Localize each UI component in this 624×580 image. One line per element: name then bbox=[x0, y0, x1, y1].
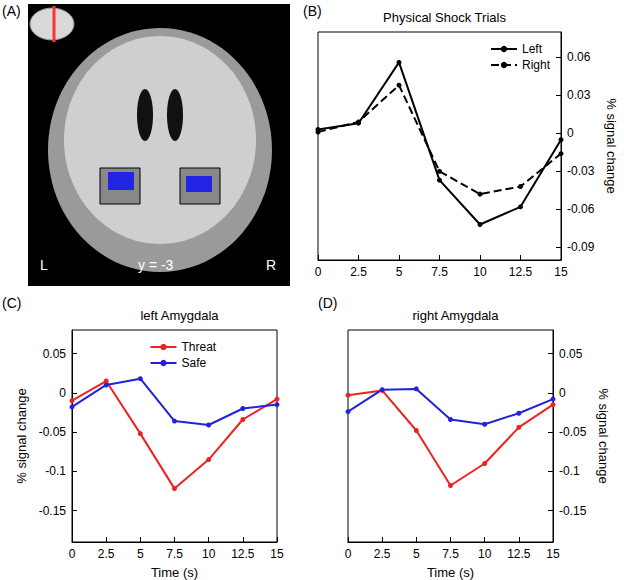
svg-text:2.5: 2.5 bbox=[98, 547, 115, 561]
svg-text:7.5: 7.5 bbox=[442, 547, 459, 561]
svg-text:Physical Shock Trials: Physical Shock Trials bbox=[383, 10, 506, 25]
svg-text:-0.03: -0.03 bbox=[567, 164, 595, 178]
svg-text:Safe: Safe bbox=[182, 356, 207, 370]
svg-text:(D): (D) bbox=[318, 295, 337, 311]
svg-text:(B): (B) bbox=[303, 3, 322, 19]
svg-text:12.5: 12.5 bbox=[231, 547, 255, 561]
svg-text:(C): (C) bbox=[2, 295, 21, 311]
svg-text:0: 0 bbox=[567, 126, 574, 140]
svg-text:5: 5 bbox=[413, 547, 420, 561]
svg-text:y = -3: y = -3 bbox=[138, 257, 174, 273]
svg-text:10: 10 bbox=[478, 547, 492, 561]
svg-text:0.05: 0.05 bbox=[43, 347, 67, 361]
svg-text:Time (s): Time (s) bbox=[151, 565, 198, 580]
svg-text:-0.15: -0.15 bbox=[559, 504, 587, 518]
svg-text:left Amygdala: left Amygdala bbox=[140, 308, 219, 323]
svg-text:7.5: 7.5 bbox=[431, 265, 448, 279]
svg-text:10: 10 bbox=[202, 547, 216, 561]
svg-text:Time (s): Time (s) bbox=[427, 565, 474, 580]
svg-text:-0.05: -0.05 bbox=[39, 425, 67, 439]
svg-text:(A): (A) bbox=[2, 3, 21, 19]
svg-text:-0.06: -0.06 bbox=[567, 202, 595, 216]
svg-text:0: 0 bbox=[69, 547, 76, 561]
svg-text:12.5: 12.5 bbox=[509, 265, 533, 279]
svg-text:Right: Right bbox=[522, 58, 551, 72]
svg-text:Left: Left bbox=[522, 42, 543, 56]
svg-text:0: 0 bbox=[315, 265, 322, 279]
svg-text:% signal change: % signal change bbox=[596, 388, 611, 483]
svg-text:-0.09: -0.09 bbox=[567, 240, 595, 254]
svg-text:% signal change: % signal change bbox=[14, 388, 29, 483]
svg-text:0.06: 0.06 bbox=[567, 50, 591, 64]
svg-text:5: 5 bbox=[396, 265, 403, 279]
svg-text:0: 0 bbox=[345, 547, 352, 561]
svg-text:15: 15 bbox=[554, 265, 568, 279]
svg-text:0.03: 0.03 bbox=[567, 88, 591, 102]
svg-text:0: 0 bbox=[59, 386, 66, 400]
svg-text:L: L bbox=[40, 257, 48, 273]
svg-text:5: 5 bbox=[137, 547, 144, 561]
svg-text:12.5: 12.5 bbox=[507, 547, 531, 561]
svg-text:R: R bbox=[266, 257, 276, 273]
svg-text:7.5: 7.5 bbox=[166, 547, 183, 561]
svg-text:% signal change: % signal change bbox=[604, 98, 619, 193]
svg-text:10: 10 bbox=[473, 265, 487, 279]
svg-text:right Amygdala: right Amygdala bbox=[413, 308, 500, 323]
svg-text:0.05: 0.05 bbox=[559, 347, 583, 361]
svg-text:Threat: Threat bbox=[182, 340, 217, 354]
svg-text:15: 15 bbox=[270, 547, 284, 561]
svg-text:0: 0 bbox=[559, 386, 566, 400]
svg-text:-0.05: -0.05 bbox=[559, 425, 587, 439]
svg-text:2.5: 2.5 bbox=[350, 265, 367, 279]
svg-text:-0.15: -0.15 bbox=[39, 504, 67, 518]
svg-text:-0.1: -0.1 bbox=[559, 464, 580, 478]
svg-text:-0.1: -0.1 bbox=[45, 464, 66, 478]
svg-text:2.5: 2.5 bbox=[374, 547, 391, 561]
svg-text:15: 15 bbox=[546, 547, 560, 561]
